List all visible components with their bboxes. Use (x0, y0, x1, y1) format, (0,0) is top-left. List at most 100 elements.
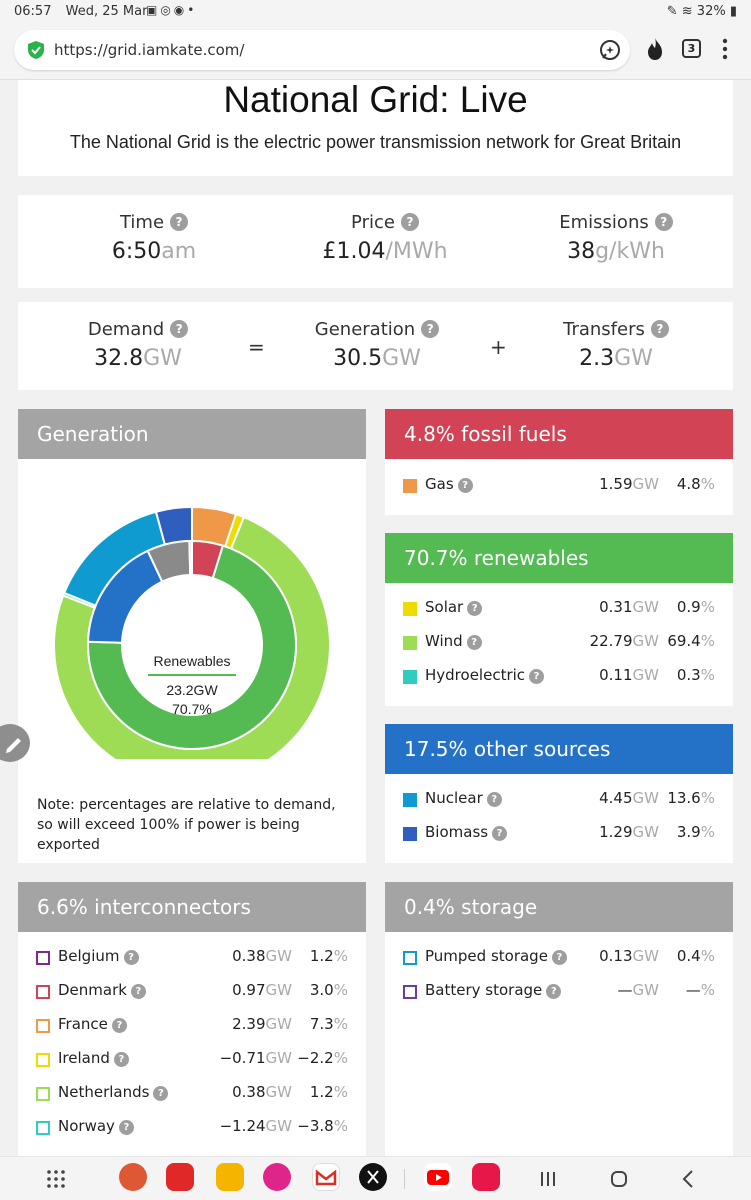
biomass-help-icon[interactable]: ? (492, 826, 508, 841)
biomass-row[interactable]: Biomass? 1.29GW 3.9% (403, 822, 715, 846)
battery-storage-gw: — (617, 981, 633, 999)
fossil-panel: 4.8% fossil fuels Gas? 1.59GW 4.8% (385, 409, 733, 515)
emissions-help-icon[interactable]: ? (654, 213, 673, 231)
solar-row[interactable]: Solar? 0.31GW 0.9% (403, 597, 715, 621)
edit-floating-button[interactable] (0, 724, 30, 762)
fire-icon[interactable] (644, 37, 666, 61)
gallery-app-icon[interactable] (263, 1163, 291, 1191)
plus-sign: + (490, 335, 507, 359)
app-drawer-icon[interactable] (46, 1169, 66, 1189)
nuclear-pct-unit: % (700, 789, 715, 807)
hydro-pct: 0.3 (676, 666, 701, 684)
hydro-swatch (403, 670, 417, 684)
storage-panel-title: 0.4% storage (385, 882, 733, 932)
slice-storage[interactable] (188, 539, 193, 577)
solar-gw: 0.31 (599, 598, 633, 616)
pumped-storage-row[interactable]: Pumped storage? 0.13GW 0.4% (403, 946, 715, 970)
hydro-row[interactable]: Hydroelectric? 0.11GW 0.3% (403, 665, 715, 689)
pumped-storage-swatch (403, 951, 417, 965)
france-help-icon[interactable]: ? (111, 1018, 127, 1033)
norway-gw-unit: GW (265, 1117, 292, 1135)
wind-help-icon[interactable]: ? (466, 635, 482, 650)
more-menu-icon[interactable] (722, 37, 728, 61)
france-pct: 7.3 (309, 1015, 334, 1033)
home-icon[interactable] (609, 1169, 629, 1189)
netherlands-pct-unit: % (333, 1083, 348, 1101)
navigation-bar (0, 1156, 751, 1200)
gas-row[interactable]: Gas? 1.59GW 4.8% (403, 474, 715, 498)
france-row[interactable]: France? 2.39GW 7.3% (36, 1014, 348, 1038)
time-help-icon[interactable]: ? (170, 213, 189, 231)
renewables-panel-title: 70.7% renewables (385, 533, 733, 583)
biomass-gw-unit: GW (632, 823, 659, 841)
generation-panel-title: Generation (18, 409, 366, 459)
generation-help-icon[interactable]: ? (421, 320, 440, 338)
tabs-button[interactable]: 3 (682, 39, 701, 58)
battery-storage-row[interactable]: Battery storage? —GW —% (403, 980, 715, 1004)
solar-help-icon[interactable]: ? (467, 601, 483, 616)
nuclear-gw: 4.45 (599, 789, 633, 807)
gas-gw-unit: GW (632, 475, 659, 493)
pumped-storage-gw-unit: GW (632, 947, 659, 965)
ireland-pct-unit: % (333, 1049, 348, 1067)
netherlands-help-icon[interactable]: ? (153, 1086, 169, 1101)
files-app-icon[interactable] (216, 1163, 244, 1191)
hydro-gw: 0.11 (599, 666, 633, 684)
free-app-icon[interactable] (472, 1163, 500, 1191)
demand-help-icon[interactable]: ? (170, 320, 189, 338)
battery-storage-pct: — (685, 981, 701, 999)
flipboard-app-icon[interactable] (166, 1163, 194, 1191)
belgium-gw-unit: GW (265, 947, 292, 965)
norway-help-icon[interactable]: ? (118, 1120, 134, 1135)
pencil-icon (6, 738, 21, 753)
hydro-help-icon[interactable]: ? (529, 669, 545, 684)
denmark-row[interactable]: Denmark? 0.97GW 3.0% (36, 980, 348, 1004)
address-bar[interactable]: https://grid.iamkate.com/ (14, 30, 630, 70)
gas-help-icon[interactable]: ? (457, 478, 473, 493)
france-swatch (36, 1019, 50, 1033)
battery-storage-help-icon[interactable]: ? (546, 984, 562, 999)
norway-row[interactable]: Norway? −1.24GW −3.8% (36, 1116, 348, 1140)
france-pct-unit: % (333, 1015, 348, 1033)
wind-row[interactable]: Wind? 22.79GW 69.4% (403, 631, 715, 655)
price-label: Price (351, 212, 395, 233)
nuclear-help-icon[interactable]: ? (486, 792, 502, 807)
gmail-app-icon[interactable] (312, 1163, 340, 1191)
price-help-icon[interactable]: ? (400, 213, 419, 231)
duckduckgo-app-icon[interactable] (119, 1163, 147, 1191)
emissions-unit: g/kWh (595, 239, 665, 264)
belgium-help-icon[interactable]: ? (123, 950, 139, 965)
x-app-icon[interactable] (359, 1163, 387, 1191)
biomass-label: Biomass (425, 823, 489, 841)
wind-gw-unit: GW (632, 632, 659, 650)
page-subtitle: The National Grid is the electric power … (69, 132, 682, 152)
transfers-help-icon[interactable]: ? (650, 320, 669, 338)
equals-sign: = (248, 335, 265, 359)
youtube-app-icon[interactable] (424, 1163, 452, 1191)
netherlands-swatch (36, 1087, 50, 1101)
back-icon[interactable] (681, 1169, 695, 1189)
nuclear-row[interactable]: Nuclear? 4.45GW 13.6% (403, 788, 715, 812)
battery-storage-label: Battery storage (425, 981, 543, 999)
recents-icon[interactable] (539, 1170, 557, 1188)
solar-label: Solar (425, 598, 464, 616)
transfers-stat: Transfers? 2.3GW (496, 319, 736, 371)
gas-gw: 1.59 (599, 475, 633, 493)
time-stat: Time? 6:50am (34, 212, 274, 264)
nuclear-pct: 13.6 (667, 789, 701, 807)
biomass-pct-unit: % (700, 823, 715, 841)
ireland-row[interactable]: Ireland? −0.71GW −2.2% (36, 1048, 348, 1072)
belgium-row[interactable]: Belgium? 0.38GW 1.2% (36, 946, 348, 970)
generation-label: Generation (314, 319, 416, 340)
denmark-help-icon[interactable]: ? (130, 984, 146, 999)
time-value: 6:50 (111, 239, 162, 264)
norway-label: Norway (58, 1117, 115, 1135)
ireland-help-icon[interactable]: ? (113, 1052, 129, 1067)
chat-assistant-icon[interactable] (598, 38, 622, 62)
renewables-panel: 70.7% renewables Solar? 0.31GW 0.9% Wind… (385, 533, 733, 706)
pumped-storage-help-icon[interactable]: ? (551, 950, 567, 965)
slice-renewables[interactable] (87, 544, 297, 750)
france-gw-unit: GW (265, 1015, 292, 1033)
netherlands-row[interactable]: Netherlands? 0.38GW 1.2% (36, 1082, 348, 1106)
url-text[interactable]: https://grid.iamkate.com/ (54, 41, 245, 59)
